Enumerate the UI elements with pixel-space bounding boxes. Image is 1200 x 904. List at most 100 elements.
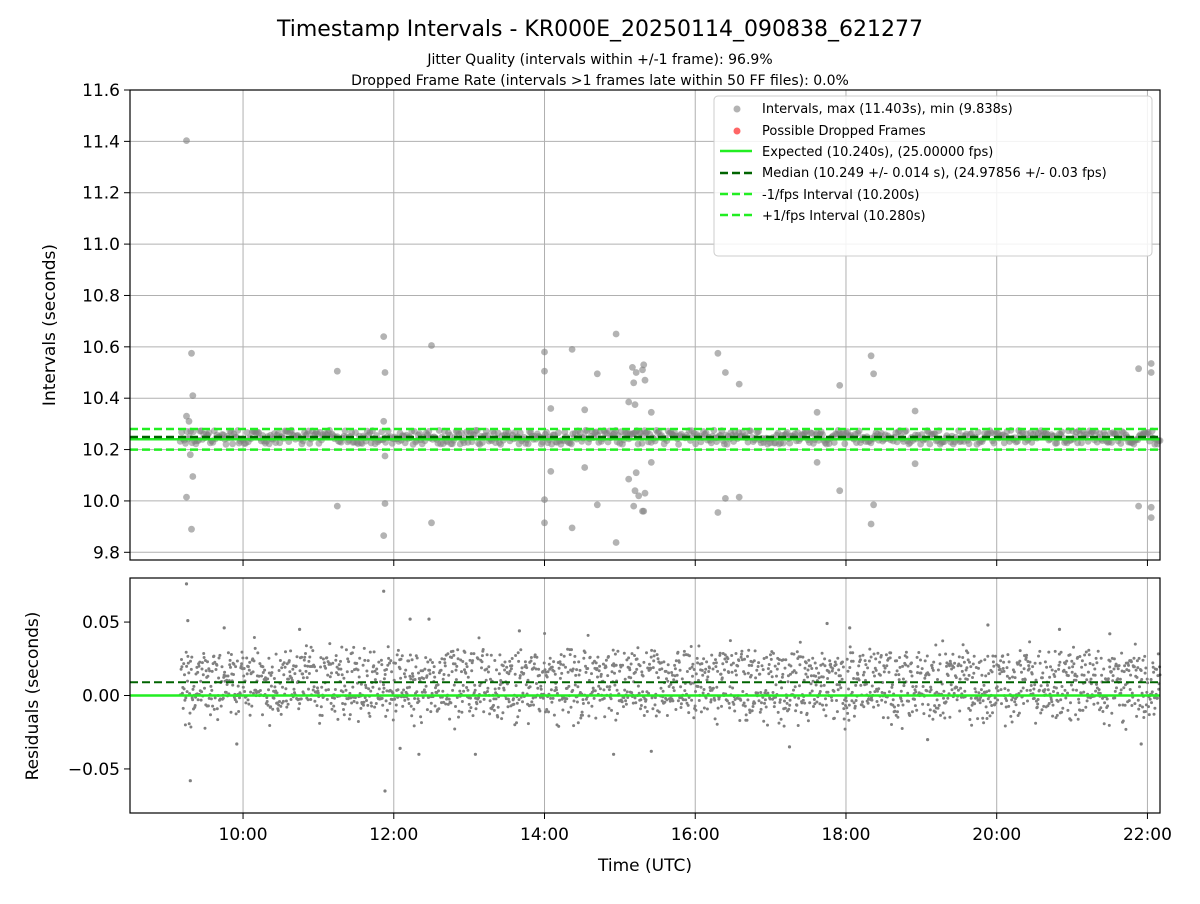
legend-label-expected: Expected (10.240s), (25.00000 fps) — [762, 145, 993, 160]
residual-point — [1083, 663, 1087, 667]
residual-point — [363, 658, 367, 662]
residual-point — [880, 691, 884, 694]
residual-point — [577, 660, 581, 664]
residual-point — [1054, 716, 1058, 720]
residual-point — [189, 659, 192, 663]
residual-point — [904, 663, 908, 667]
interval-point — [380, 532, 388, 539]
residual-point — [361, 663, 365, 667]
residual-point — [1052, 690, 1055, 693]
residual-point — [1116, 677, 1120, 681]
residual-point — [315, 669, 319, 673]
residual-point — [497, 672, 501, 676]
residual-point — [373, 705, 377, 709]
residual-point — [594, 661, 598, 665]
residual-point — [760, 701, 763, 705]
residual-point — [453, 662, 457, 666]
residual-point — [764, 705, 768, 709]
residual-point — [948, 715, 952, 719]
residual-point — [841, 660, 844, 664]
residual-point — [672, 689, 676, 693]
residual-point — [313, 665, 316, 669]
residual-point — [609, 697, 613, 701]
residual-point — [324, 666, 328, 670]
residual-point — [942, 696, 945, 700]
residual-point — [445, 697, 449, 701]
residual-point — [1060, 685, 1064, 688]
residual-point — [588, 655, 592, 659]
residual-point — [1024, 656, 1028, 660]
band-point — [276, 439, 284, 447]
residual-point — [740, 649, 744, 653]
residual-point — [915, 708, 919, 712]
residual-point — [270, 665, 274, 669]
residual-point — [1138, 704, 1142, 707]
residual-point — [537, 667, 541, 671]
residual-point — [1063, 688, 1067, 692]
residual-point — [575, 700, 579, 704]
residual-point — [725, 699, 729, 703]
residual-point — [319, 705, 323, 709]
residual-point — [731, 661, 735, 665]
residual-point — [822, 683, 826, 687]
residual-point — [454, 668, 458, 672]
residual-point — [935, 698, 939, 702]
residual-point — [788, 703, 792, 707]
residual-point — [246, 665, 250, 669]
residual-point — [524, 683, 528, 687]
interval-point — [630, 502, 638, 510]
residual-point — [394, 703, 398, 707]
residual-point — [280, 666, 284, 670]
residual-point — [973, 687, 977, 691]
residual-point — [815, 666, 818, 670]
residual-point — [847, 718, 851, 722]
residual-point — [396, 648, 400, 652]
residual-point — [1102, 667, 1106, 671]
residual-point — [961, 656, 965, 659]
residual-point — [1104, 677, 1108, 681]
residual-point — [513, 672, 517, 676]
residual-point — [328, 675, 332, 679]
residual-point — [708, 686, 712, 689]
residual-point — [587, 678, 591, 682]
residual-point — [578, 668, 582, 672]
residual-point — [701, 673, 705, 677]
interval-point — [593, 370, 601, 378]
residual-point — [1001, 667, 1005, 670]
band-point — [707, 439, 715, 447]
residual-point — [553, 672, 557, 676]
residual-point — [659, 661, 663, 665]
residual-point — [1124, 727, 1128, 731]
residual-point — [930, 663, 934, 667]
residual-point — [450, 670, 454, 674]
residual-point — [509, 667, 513, 671]
residual-point — [1156, 652, 1160, 656]
residual-point — [1143, 654, 1147, 658]
residual-point — [1143, 671, 1147, 675]
residual-point — [818, 702, 822, 706]
residual-point — [401, 704, 405, 708]
residual-point — [350, 701, 354, 705]
residual-point — [186, 661, 190, 665]
residual-point — [475, 702, 479, 706]
residual-point — [463, 668, 466, 672]
residual-point — [901, 703, 905, 707]
residual-point — [987, 672, 991, 676]
residual-point — [288, 670, 292, 674]
residual-point — [873, 690, 877, 694]
residual-point — [975, 696, 979, 700]
residual-point — [1085, 699, 1089, 703]
residual-point — [1119, 688, 1123, 692]
residual-point — [990, 670, 994, 674]
residual-point — [701, 691, 705, 695]
residual-point — [282, 673, 286, 677]
residual-point — [737, 659, 741, 662]
residual-point — [777, 721, 781, 725]
residual-outlier — [517, 629, 522, 633]
residual-point — [1008, 676, 1012, 680]
residual-point — [968, 660, 971, 664]
residual-point — [957, 662, 961, 666]
residual-point — [1007, 660, 1011, 664]
residual-point — [384, 699, 388, 703]
residual-point — [539, 684, 543, 688]
